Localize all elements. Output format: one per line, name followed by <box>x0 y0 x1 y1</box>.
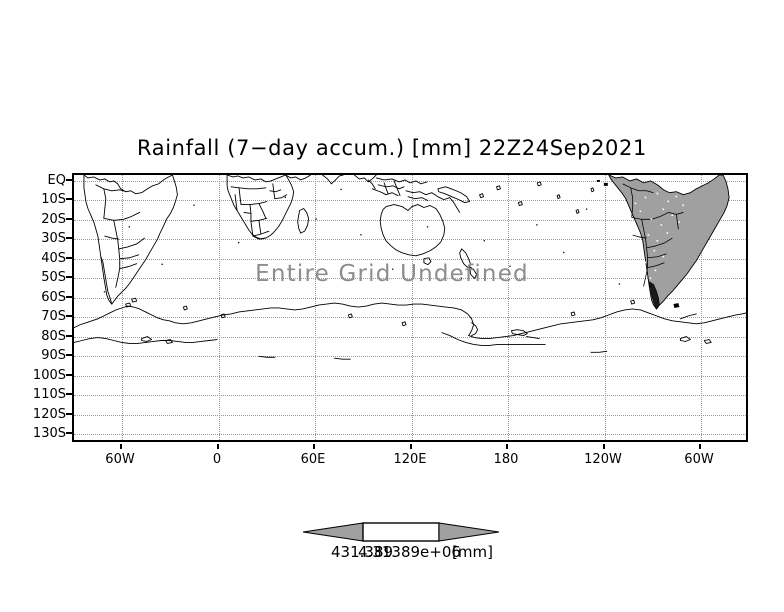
y-tick-mark <box>66 335 72 337</box>
y-tick-label: 120S <box>32 407 66 422</box>
gridline-vertical <box>508 175 509 440</box>
colorbar-min-label: 431.389 <box>331 543 394 561</box>
world-coastline-map <box>74 175 746 360</box>
gridline-horizontal <box>74 356 746 357</box>
y-tick-label: EQ <box>47 173 66 188</box>
gridline-horizontal <box>74 376 746 377</box>
x-tick-label: 60E <box>300 452 326 467</box>
colorbar-labels: 431.389 4.31389e+06 [mm] <box>0 543 784 565</box>
x-tick-label: 0 <box>212 452 222 467</box>
y-tick-label: 30S <box>41 231 66 246</box>
colorbar-max-label: 4.31389e+06 <box>358 543 461 561</box>
gridline-vertical <box>412 175 413 440</box>
x-tick-mark <box>603 444 605 449</box>
y-tick-mark <box>66 354 72 356</box>
y-tick-mark <box>66 432 72 434</box>
y-tick-mark <box>66 198 72 200</box>
y-axis: EQ 10S 20S 30S 40S 50S 60S 70S 80S 90S 1… <box>18 173 66 442</box>
x-tick-mark <box>217 444 219 449</box>
gridline-horizontal <box>74 415 746 416</box>
y-tick-label: 80S <box>41 329 66 344</box>
gridline-horizontal <box>74 200 746 201</box>
y-tick-label: 70S <box>41 309 66 324</box>
y-tick-mark <box>66 413 72 415</box>
gridline-horizontal <box>74 317 746 318</box>
y-tick-label: 60S <box>41 290 66 305</box>
y-tick-mark <box>66 374 72 376</box>
x-tick-mark <box>699 444 701 449</box>
y-tick-mark <box>66 315 72 317</box>
y-tick-mark <box>66 296 72 298</box>
x-tick-label: 60W <box>684 452 714 467</box>
y-tick-label: 10S <box>41 192 66 207</box>
y-tick-mark <box>66 276 72 278</box>
x-tick-mark <box>313 444 315 449</box>
chart-title: Rainfall (7−day accum.) [mm] 22Z24Sep202… <box>137 136 647 160</box>
map-plot-inner <box>74 175 746 440</box>
x-tick-mark <box>506 444 508 449</box>
map-plot-area <box>72 173 748 442</box>
entire-grid-undefined-message: Entire Grid Undefined <box>255 261 529 287</box>
colorbar-units-label: [mm] <box>452 543 493 561</box>
gridline-horizontal <box>74 395 746 396</box>
colorbar-extend-high <box>438 522 499 542</box>
y-tick-mark <box>66 393 72 395</box>
y-tick-mark <box>66 257 72 259</box>
x-tick-label: 120W <box>584 452 622 467</box>
gridline-vertical <box>219 175 220 440</box>
y-tick-mark <box>66 179 72 181</box>
y-tick-mark <box>66 237 72 239</box>
gridline-vertical <box>605 175 606 440</box>
y-tick-label: 50S <box>41 270 66 285</box>
x-tick-mark <box>410 444 412 449</box>
gridline-horizontal <box>74 337 746 338</box>
gridline-horizontal <box>74 181 746 182</box>
x-tick-label: 120E <box>393 452 427 467</box>
x-tick-mark <box>120 444 122 449</box>
y-tick-label: 110S <box>32 387 66 402</box>
x-tick-label: 180 <box>493 452 519 467</box>
gridline-horizontal <box>74 239 746 240</box>
gridline-horizontal <box>74 434 746 435</box>
gridline-vertical <box>315 175 316 440</box>
y-tick-label: 40S <box>41 251 66 266</box>
x-axis: 60W 0 60E 120E 180 120W 60W <box>72 444 748 470</box>
gridline-vertical <box>701 175 702 440</box>
gridline-horizontal <box>74 259 746 260</box>
y-tick-label: 90S <box>41 348 66 363</box>
y-tick-label: 100S <box>32 368 66 383</box>
gridline-horizontal <box>74 298 746 299</box>
colorbar-swatches <box>303 522 499 542</box>
y-tick-label: 130S <box>32 426 66 441</box>
y-tick-label: 20S <box>41 212 66 227</box>
colorbar-segment <box>362 522 440 542</box>
colorbar <box>303 519 499 545</box>
y-tick-mark <box>66 218 72 220</box>
x-tick-label: 60W <box>105 452 135 467</box>
gridline-horizontal <box>74 278 746 279</box>
gridline-horizontal <box>74 220 746 221</box>
colorbar-extend-low <box>303 522 364 542</box>
